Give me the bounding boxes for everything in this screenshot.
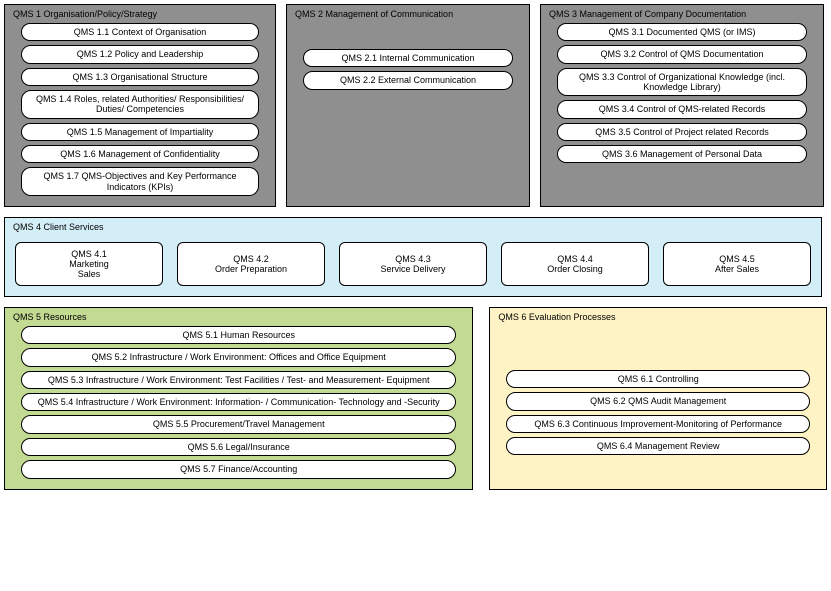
- qms-item: QMS 3.1 Documented QMS (or IMS): [557, 23, 807, 41]
- qms-item: QMS 5.7 Finance/Accounting: [21, 460, 456, 478]
- section-title: QMS 6 Evaluation Processes: [496, 312, 820, 322]
- section-items: QMS 6.1 Controlling QMS 6.2 QMS Audit Ma…: [496, 326, 820, 455]
- qms-item: QMS 5.6 Legal/Insurance: [21, 438, 456, 456]
- section-qms4: QMS 4 Client Services QMS 4.1MarketingSa…: [4, 217, 822, 297]
- section-qms2: QMS 2 Management of Communication QMS 2.…: [286, 4, 530, 207]
- section-title: QMS 3 Management of Company Documentatio…: [547, 9, 817, 19]
- qms-item: QMS 4.4Order Closing: [501, 242, 649, 286]
- qms-item: QMS 1.7 QMS-Objectives and Key Performan…: [21, 167, 259, 196]
- row-top: QMS 1 Organisation/Policy/Strategy QMS 1…: [4, 4, 827, 207]
- qms-item: QMS 4.3Service Delivery: [339, 242, 487, 286]
- qms-item: QMS 6.2 QMS Audit Management: [506, 392, 810, 410]
- section-qms5: QMS 5 Resources QMS 5.1 Human Resources …: [4, 307, 473, 489]
- qms-item: QMS 6.3 Continuous Improvement-Monitorin…: [506, 415, 810, 433]
- section-title: QMS 2 Management of Communication: [293, 9, 523, 19]
- section-items: QMS 2.1 Internal Communication QMS 2.2 E…: [293, 23, 523, 90]
- qms-item: QMS 3.4 Control of QMS-related Records: [557, 100, 807, 118]
- qms-item: QMS 3.3 Control of Organizational Knowle…: [557, 68, 807, 97]
- qms-item: QMS 4.1MarketingSales: [15, 242, 163, 286]
- row-middle: QMS 4 Client Services QMS 4.1MarketingSa…: [4, 217, 827, 297]
- section-qms6: QMS 6 Evaluation Processes QMS 6.1 Contr…: [489, 307, 827, 489]
- qms-item: QMS 1.3 Organisational Structure: [21, 68, 259, 86]
- qms-item: QMS 1.6 Management of Confidentiality: [21, 145, 259, 163]
- qms-item: QMS 1.1 Context of Organisation: [21, 23, 259, 41]
- qms-item: QMS 1.5 Management of Impartiality: [21, 123, 259, 141]
- section-items: QMS 3.1 Documented QMS (or IMS) QMS 3.2 …: [547, 23, 817, 163]
- section-title: QMS 1 Organisation/Policy/Strategy: [11, 9, 269, 19]
- section-items: QMS 5.1 Human Resources QMS 5.2 Infrastr…: [11, 326, 466, 478]
- qms-item: QMS 4.5After Sales: [663, 242, 811, 286]
- qms-item: QMS 1.4 Roles, related Authorities/ Resp…: [21, 90, 259, 119]
- qms-item: QMS 2.1 Internal Communication: [303, 49, 513, 67]
- section-title: QMS 5 Resources: [11, 312, 466, 322]
- qms-item: QMS 5.4 Infrastructure / Work Environmen…: [21, 393, 456, 411]
- section-items: QMS 4.1MarketingSales QMS 4.2Order Prepa…: [11, 236, 815, 290]
- qms-item: QMS 5.5 Procurement/Travel Management: [21, 415, 456, 433]
- qms-item: QMS 5.3 Infrastructure / Work Environmen…: [21, 371, 456, 389]
- qms-item: QMS 6.1 Controlling: [506, 370, 810, 388]
- section-title: QMS 4 Client Services: [11, 222, 815, 232]
- qms-item: QMS 5.1 Human Resources: [21, 326, 456, 344]
- qms-item: QMS 6.4 Management Review: [506, 437, 810, 455]
- qms-item: QMS 3.6 Management of Personal Data: [557, 145, 807, 163]
- qms-item: QMS 3.2 Control of QMS Documentation: [557, 45, 807, 63]
- section-items: QMS 1.1 Context of Organisation QMS 1.2 …: [11, 23, 269, 196]
- qms-item: QMS 1.2 Policy and Leadership: [21, 45, 259, 63]
- qms-item: QMS 2.2 External Communication: [303, 71, 513, 89]
- qms-item: QMS 3.5 Control of Project related Recor…: [557, 123, 807, 141]
- row-bottom: QMS 5 Resources QMS 5.1 Human Resources …: [4, 307, 827, 489]
- section-qms3: QMS 3 Management of Company Documentatio…: [540, 4, 824, 207]
- section-qms1: QMS 1 Organisation/Policy/Strategy QMS 1…: [4, 4, 276, 207]
- qms-item: QMS 5.2 Infrastructure / Work Environmen…: [21, 348, 456, 366]
- qms-item: QMS 4.2Order Preparation: [177, 242, 325, 286]
